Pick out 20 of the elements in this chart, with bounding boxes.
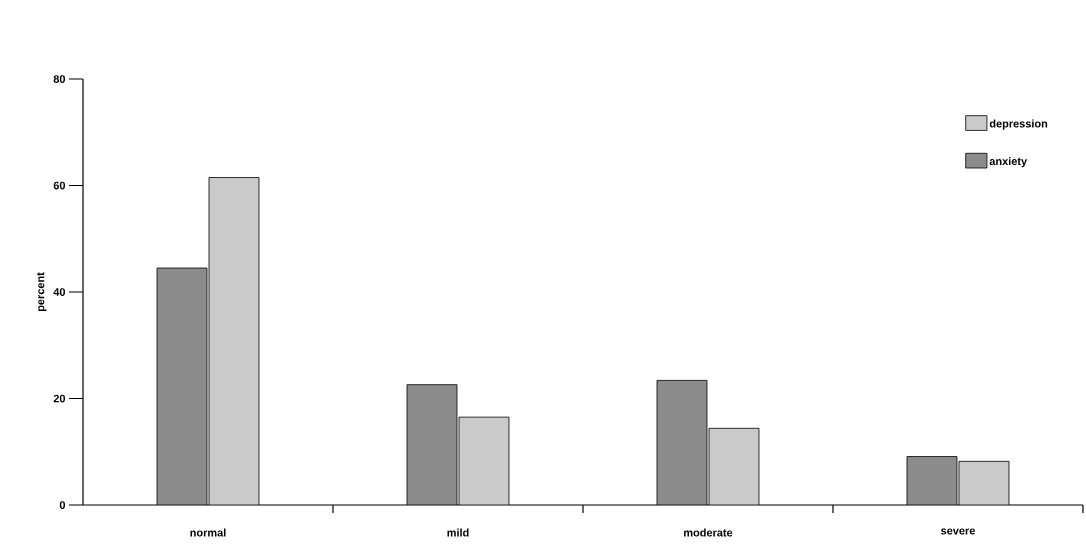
y-tick-label: 20 — [53, 394, 66, 403]
y-tick-label: 60 — [53, 181, 66, 190]
y-tick-label: 80 — [53, 75, 66, 83]
x-tick-label: mild — [447, 528, 469, 537]
bar — [906, 456, 958, 505]
y-tick-label: 0 — [59, 501, 66, 509]
x-tick-label: normal — [190, 528, 226, 537]
legend-label: depression — [989, 119, 1048, 130]
y-axis-title: percent — [37, 272, 47, 312]
legend-label: anxiety — [989, 157, 1028, 168]
bar — [407, 384, 457, 505]
y-tick-label: 40 — [53, 288, 66, 296]
bar — [958, 460, 1010, 505]
bar — [157, 268, 207, 505]
x-tick-label: severe — [941, 528, 975, 535]
bar — [708, 428, 759, 505]
x-tick-label: moderate — [684, 528, 733, 537]
bar — [458, 417, 509, 505]
bar — [657, 380, 707, 505]
bar — [209, 177, 259, 505]
